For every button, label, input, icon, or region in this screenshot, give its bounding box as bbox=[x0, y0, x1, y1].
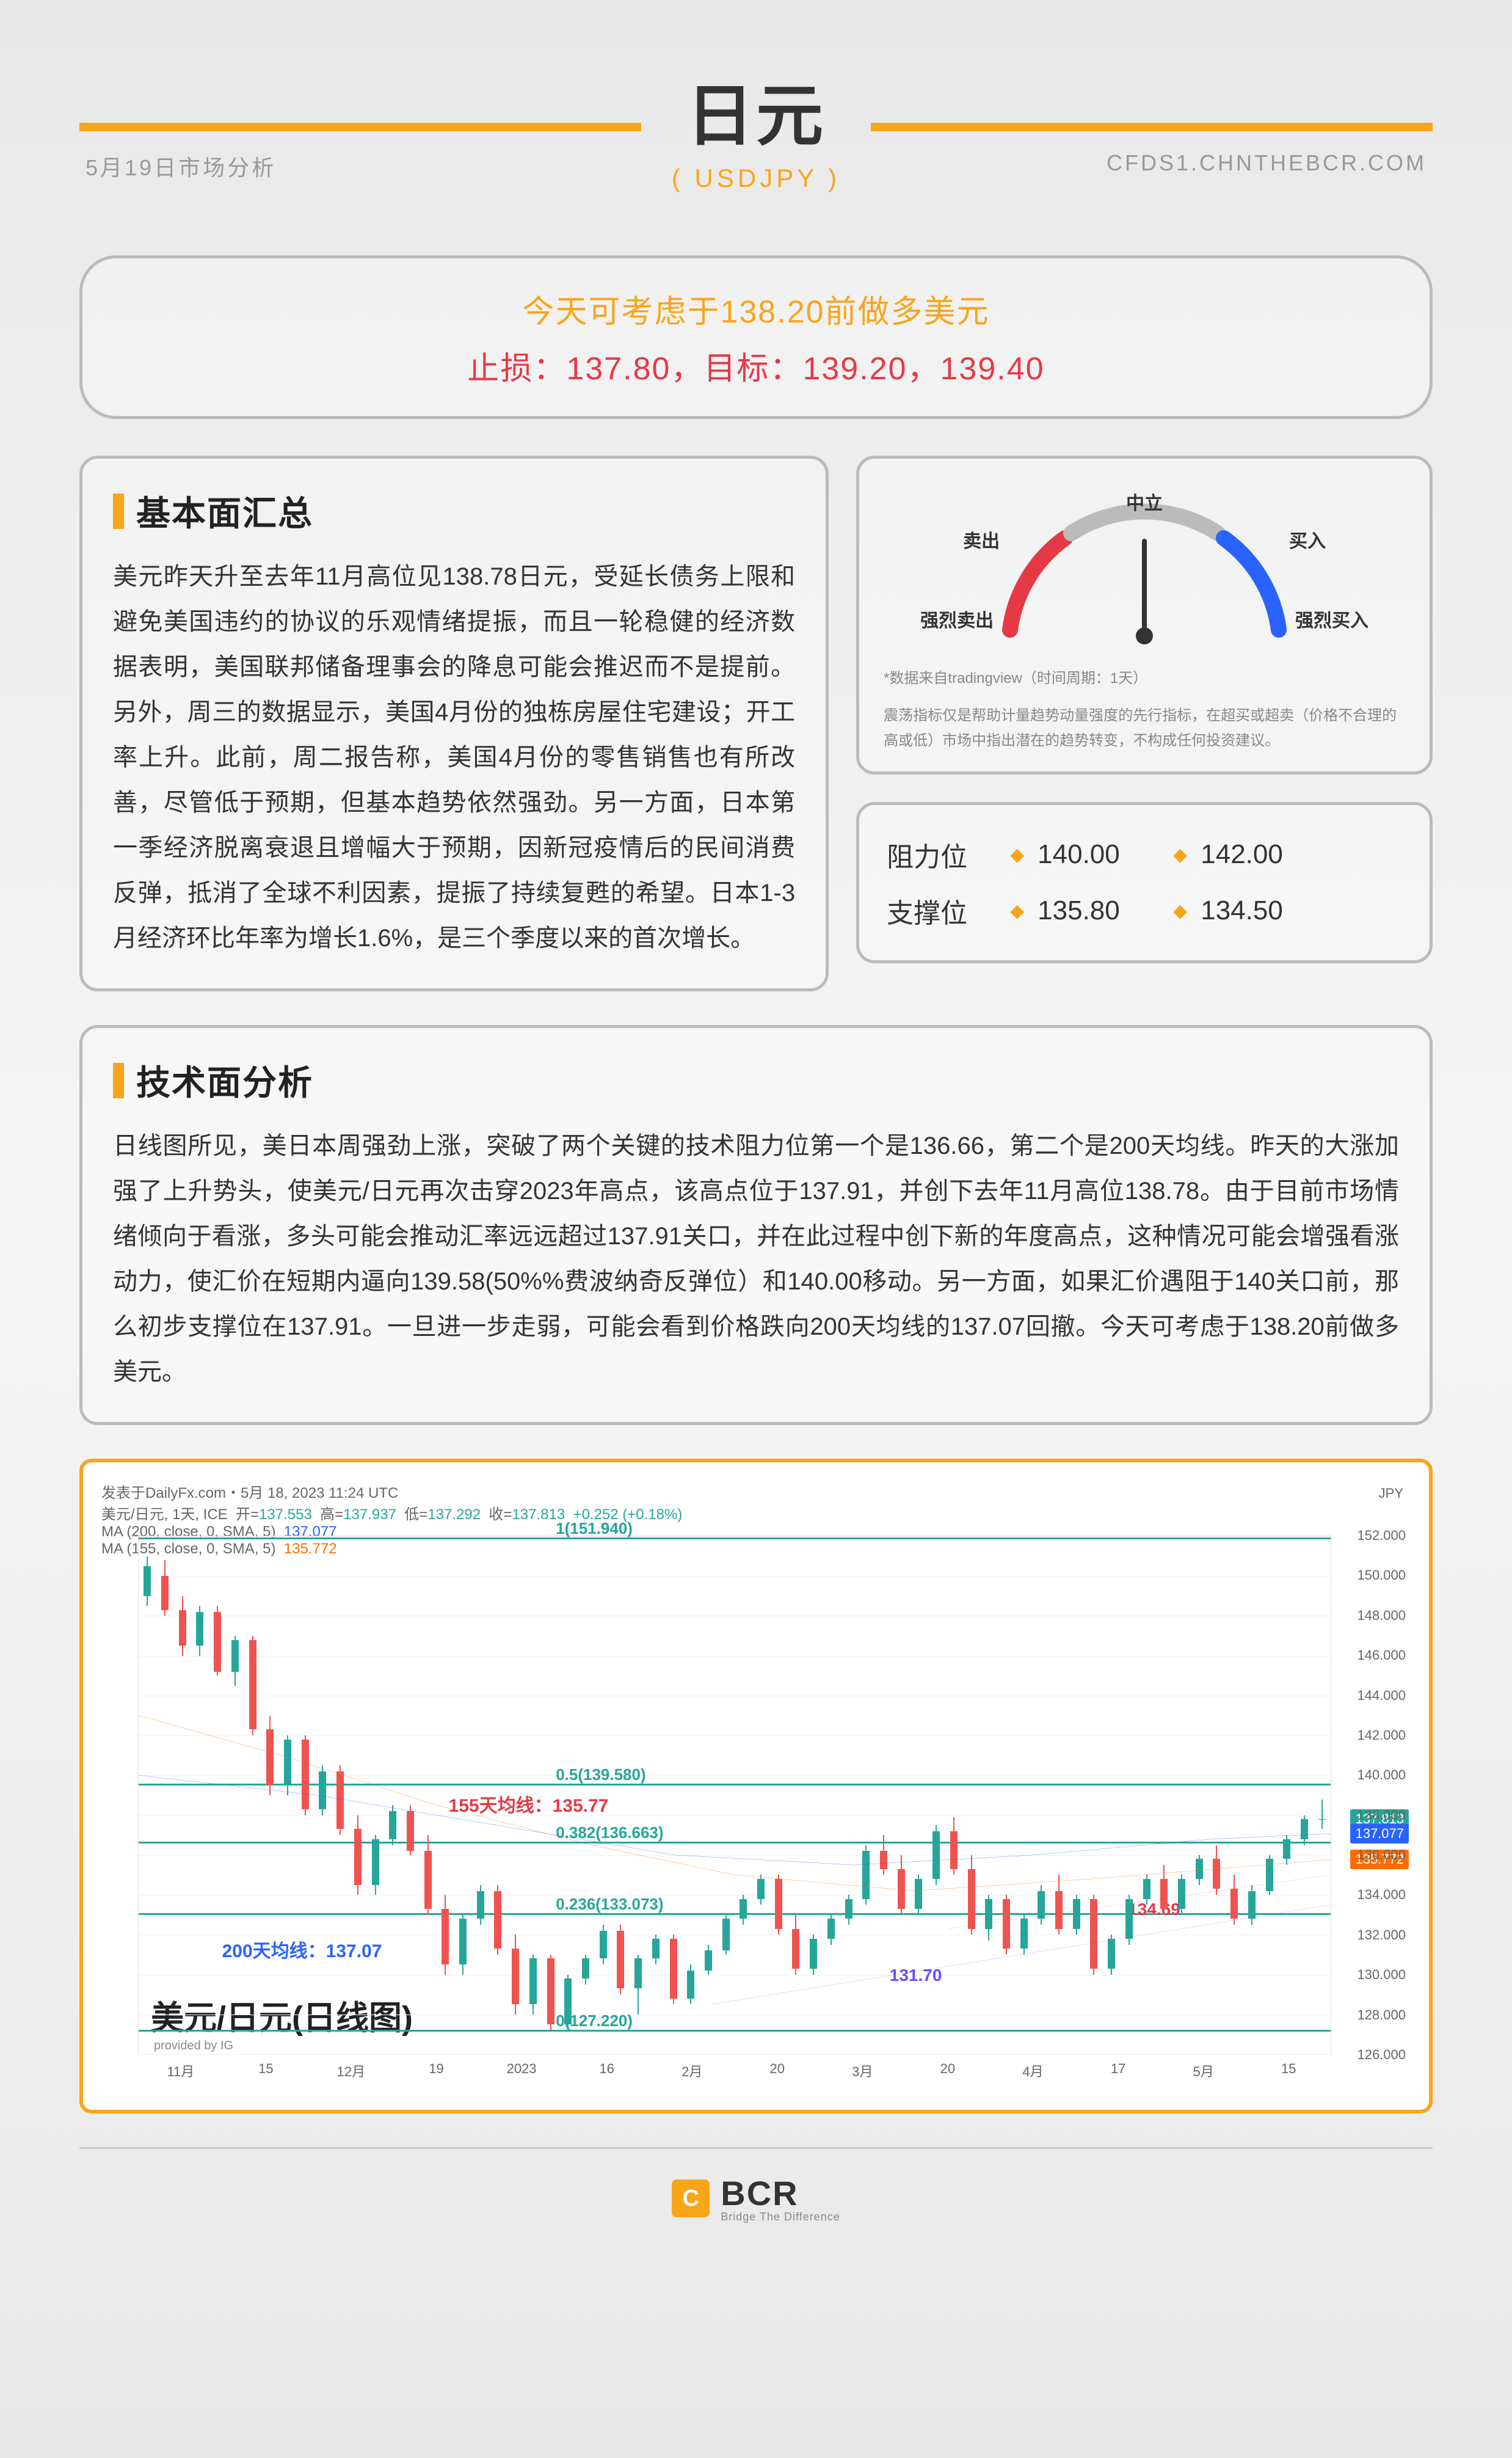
chart-plot: 美元/日元(日线图) provided by IG 1(151.940)0.5(… bbox=[138, 1536, 1331, 2055]
brand-logo-icon: C bbox=[672, 2179, 710, 2217]
chart-pair-line: 美元/日元, 1天, ICE 开=137.553 高=137.937 低=137… bbox=[101, 1502, 1411, 1523]
orange-bar-icon bbox=[113, 494, 124, 529]
support-1: 135.80 bbox=[1038, 895, 1160, 926]
ohlc-o: 137.553 bbox=[259, 1506, 312, 1523]
support-row: 支撑位 ◆ 135.80 ◆ 134.50 bbox=[887, 883, 1402, 939]
levels-card: 阻力位 ◆ 140.00 ◆ 142.00 支撑位 ◆ 135.80 ◆ 134… bbox=[856, 802, 1433, 963]
x-axis: 11月1512月192023162月203月204月175月15 bbox=[138, 2061, 1331, 2085]
chart-surface: 发表于DailyFx.com・5月 18, 2023 11:24 UTC 美元/… bbox=[101, 1481, 1411, 2091]
support-label: 支撑位 bbox=[887, 891, 997, 930]
ohlc-h: 137.937 bbox=[343, 1506, 396, 1523]
technical-card: 技术面分析 日线图所见，美日本周强劲上涨，突破了两个关键的技术阻力位第一个是13… bbox=[79, 1025, 1433, 1425]
technical-body: 日线图所见，美日本周强劲上涨，突破了两个关键的技术阻力位第一个是136.66，第… bbox=[113, 1123, 1399, 1395]
gauge-footnote2: 震荡指标仅是帮助计量趋势动量强度的先行指标，在超买或超卖（价格不合理的高或低）市… bbox=[884, 704, 1405, 754]
dot-icon: ◆ bbox=[1010, 900, 1024, 922]
rec-sl-tp: 止损：137.80，目标：139.20，139.40 bbox=[119, 343, 1393, 388]
resistance-label: 阻力位 bbox=[887, 835, 997, 874]
currency-tag: JPY bbox=[1379, 1486, 1403, 1501]
two-col: 基本面汇总 美元昨天升至去年11月高位见138.78日元，受延长债务上限和避免美… bbox=[79, 456, 1433, 991]
brand-name: BCR bbox=[721, 2173, 840, 2213]
site-url: CFDS1.CHNTHEBCR.COM bbox=[1107, 150, 1427, 182]
gauge-strong-buy: 强烈买入 bbox=[1295, 605, 1368, 632]
fundamental-title: 基本面汇总 bbox=[136, 486, 313, 536]
y-axis: 126.000128.000130.000132.000134.000136.0… bbox=[1337, 1536, 1411, 2055]
page: 日元 ( USDJPY ) 5月19日市场分析 CFDS1.CHNTHEBCR.… bbox=[0, 0, 1512, 2272]
gauge: 强烈卖出 卖出 中立 买入 强烈买入 bbox=[884, 483, 1405, 654]
gauge-footnote1: *数据来自tradingview（时间周期：1天） bbox=[884, 666, 1405, 691]
technical-title: 技术面分析 bbox=[136, 1056, 313, 1105]
resistance-row: 阻力位 ◆ 140.00 ◆ 142.00 bbox=[887, 826, 1402, 883]
chart-source: 发表于DailyFx.com・5月 18, 2023 11:24 UTC bbox=[101, 1481, 1411, 1502]
gauge-neutral: 中立 bbox=[1126, 488, 1163, 515]
gauge-sell: 卖出 bbox=[963, 526, 1000, 553]
ticker-label: ( USDJPY ) bbox=[672, 164, 840, 193]
resistance-2: 142.00 bbox=[1201, 839, 1323, 870]
fundamental-card: 基本面汇总 美元昨天升至去年11月高位见138.78日元，受延长债务上限和避免美… bbox=[79, 456, 829, 991]
support-2: 134.50 bbox=[1201, 895, 1323, 926]
gauge-strong-sell: 强烈卖出 bbox=[920, 605, 994, 632]
chart-card: 发表于DailyFx.com・5月 18, 2023 11:24 UTC 美元/… bbox=[79, 1459, 1433, 2113]
pair-prefix: 美元/日元, 1天, ICE bbox=[101, 1506, 228, 1523]
divider-left bbox=[79, 123, 641, 131]
right-col: 强烈卖出 卖出 中立 买入 强烈买入 *数据来自tradingview（时间周期… bbox=[856, 456, 1433, 991]
gauge-buy: 买入 bbox=[1289, 526, 1326, 553]
dot-icon: ◆ bbox=[1173, 844, 1187, 866]
main-title: 日元 bbox=[672, 61, 840, 159]
resistance-1: 140.00 bbox=[1038, 839, 1160, 870]
dot-icon: ◆ bbox=[1010, 844, 1024, 866]
section-head: 基本面汇总 bbox=[113, 486, 795, 536]
divider-right bbox=[871, 123, 1433, 131]
brand-tagline: Bridge The Difference bbox=[721, 2211, 840, 2223]
report-date: 5月19日市场分析 bbox=[85, 150, 276, 182]
ohlc-l: 137.292 bbox=[427, 1506, 481, 1523]
title-block: 日元 ( USDJPY ) bbox=[641, 61, 871, 193]
sentiment-gauge-card: 强烈卖出 卖出 中立 买入 强烈买入 *数据来自tradingview（时间周期… bbox=[856, 456, 1433, 775]
rec-entry: 今天可考虑于138.20前做多美元 bbox=[119, 286, 1393, 332]
footer: C BCR Bridge The Difference bbox=[79, 2147, 1433, 2236]
fundamental-body: 美元昨天升至去年11月高位见138.78日元，受延长债务上限和避免美国违约的协议… bbox=[113, 554, 795, 961]
dot-icon: ◆ bbox=[1173, 900, 1187, 922]
orange-bar-icon bbox=[113, 1063, 124, 1098]
recommendation-box: 今天可考虑于138.20前做多美元 止损：137.80，目标：139.20，13… bbox=[79, 255, 1433, 419]
